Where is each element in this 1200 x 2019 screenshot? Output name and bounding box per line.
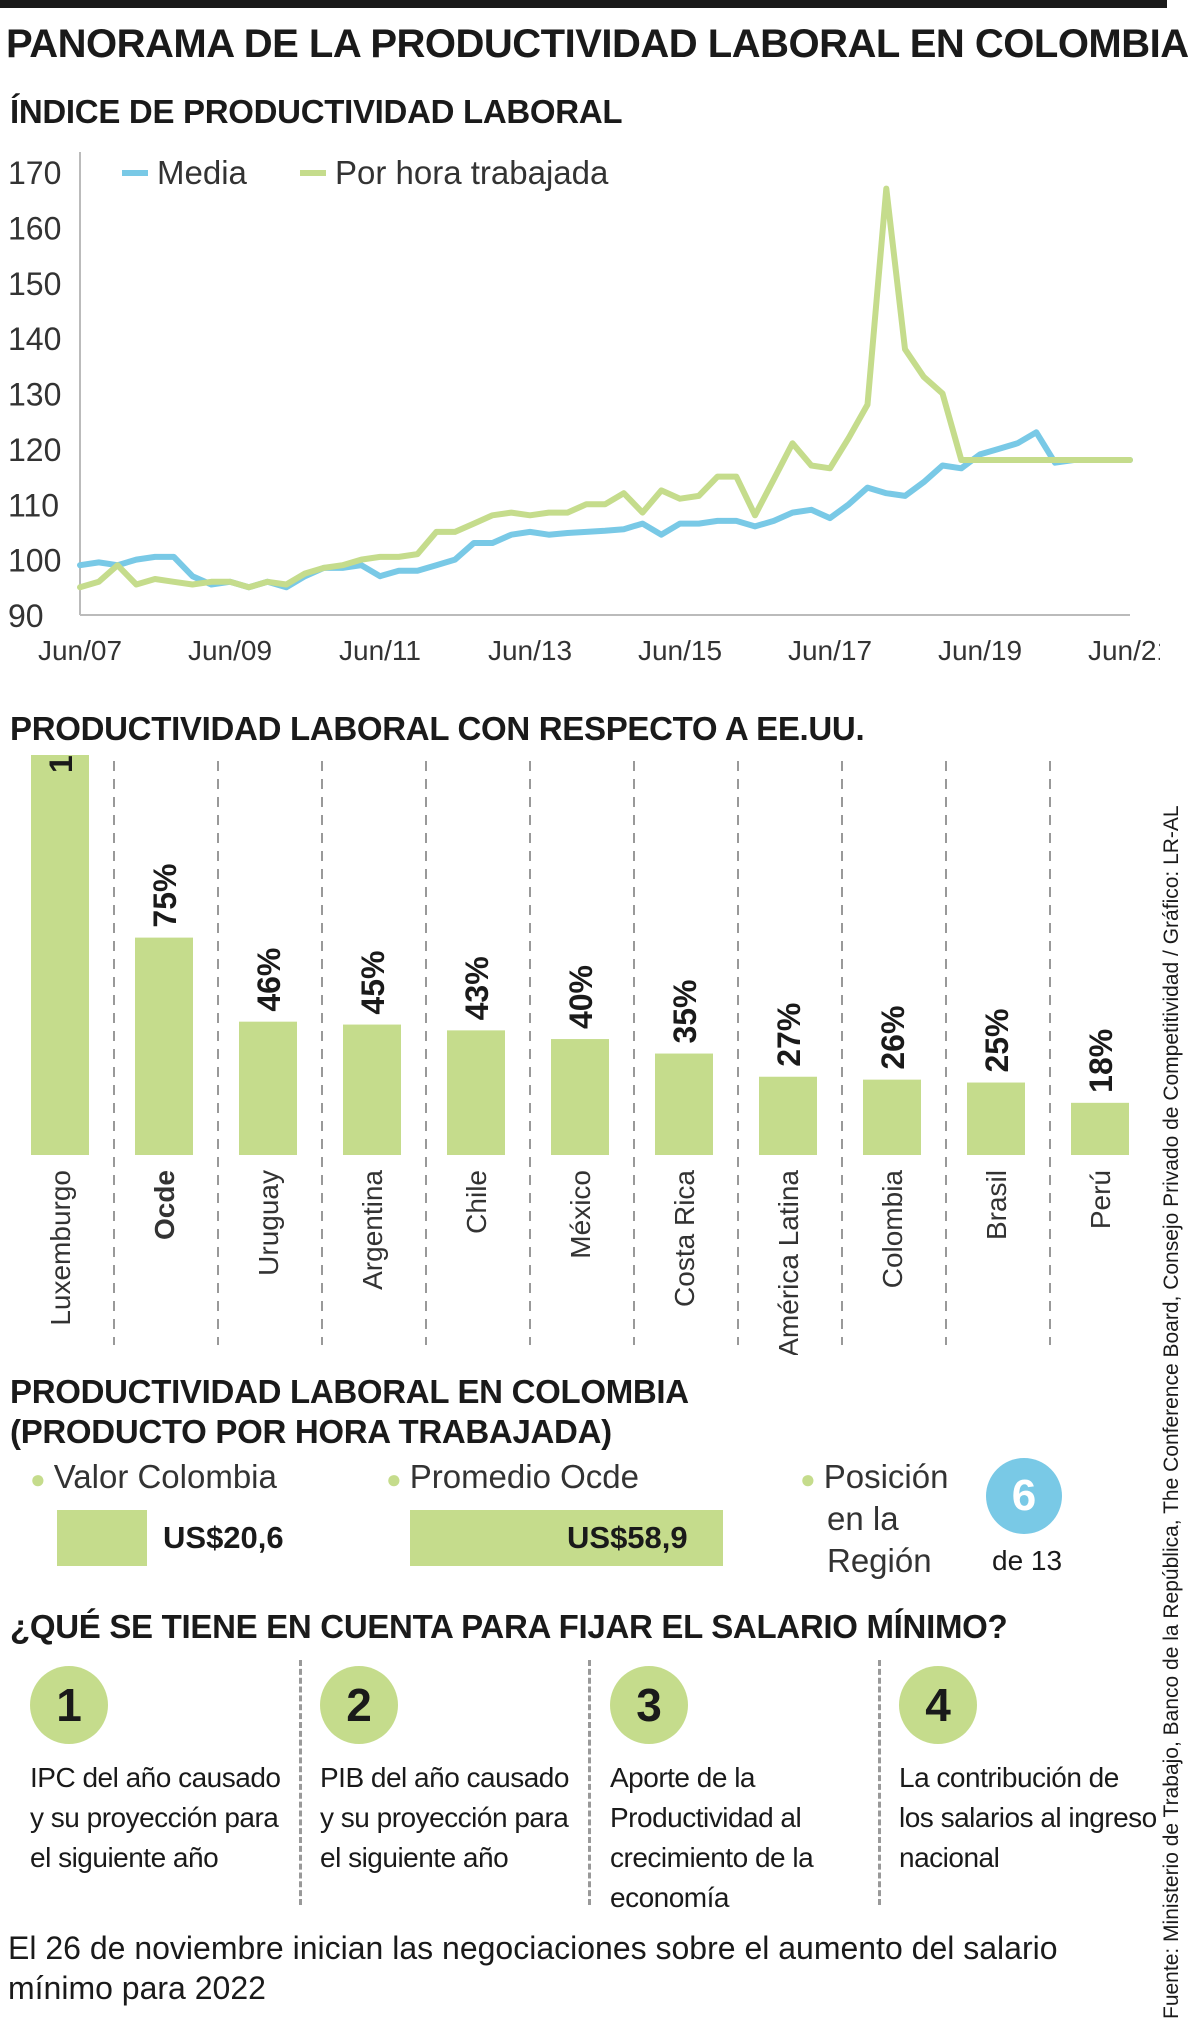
bar-category-label: Colombia [877, 1170, 908, 1289]
bar-category-label: Brasil [981, 1170, 1012, 1240]
factor-4-number: 4 [899, 1666, 977, 1744]
bar-value-label: 40% [563, 965, 599, 1029]
valor-colombia-bar [57, 1510, 147, 1566]
x-tick-label: Jun/19 [938, 635, 1022, 666]
factor-4-text: La contribución de los salarios al ingre… [899, 1762, 1157, 1873]
x-tick-label: Jun/09 [188, 635, 272, 666]
bar-value-label: 26% [875, 1006, 911, 1070]
bar-chart-title: PRODUCTIVIDAD LABORAL CON RESPECTO A EE.… [10, 710, 865, 747]
bar-category-label: Perú [1085, 1170, 1116, 1229]
bar-value-label: 27% [771, 1003, 807, 1067]
bar-category-label: Chile [461, 1170, 492, 1234]
promedio-ocde-bar [410, 1510, 723, 1566]
productivity-vs-usa-bar-chart: 138% 75% 46% 45% 43% 40% 35% 27% 26% 25% 18% Luxem… [31, 755, 1129, 1355]
bar-chile [447, 1030, 505, 1155]
bar-category-label: Argentina [357, 1170, 388, 1290]
bar-value-label: 46% [251, 948, 287, 1012]
x-tick-label: Jun/17 [788, 635, 872, 666]
y-tick-label: 130 [8, 377, 61, 413]
x-tick-label: Jun/11 [339, 635, 421, 666]
position-badge: 6 [986, 1458, 1062, 1534]
series-line-por-hora-trabajada [77, 185, 1133, 591]
x-tick-label: Jun/21 [1088, 635, 1160, 666]
page-title: PANORAMA DE LA PRODUCTIVIDAD LABORAL EN … [6, 22, 1189, 66]
factor-1-number: 1 [30, 1666, 108, 1744]
y-tick-label: 170 [8, 155, 61, 191]
legend-por-hora-label: Por hora trabajada [335, 154, 609, 191]
bar-category-label: América Latina [773, 1170, 804, 1355]
promedio-ocde-legend: ● Promedio Ocde [386, 1458, 639, 1496]
bar-value-label: 138% [43, 755, 79, 773]
promedio-ocde-label: Promedio Ocde [409, 1458, 639, 1495]
source-credit: Fuente: Ministerio de Trabajo, Banco de … [1160, 805, 1183, 2019]
series-line-media [77, 429, 1133, 591]
factor-separator [299, 1660, 302, 1905]
factor-3-text: Aporte de la Productividad al crecimient… [610, 1762, 814, 1913]
position-total: de 13 [992, 1545, 1063, 1576]
posicion-region-legend: ● Posición [800, 1458, 948, 1496]
posicion-label-line3: Región [827, 1542, 932, 1579]
footer-note: El 26 de noviembre inician las negociaci… [8, 1930, 1058, 2006]
bar-brasil [967, 1082, 1025, 1155]
bar-costa-rica [655, 1053, 713, 1155]
posicion-label-line1: Posición [823, 1458, 949, 1495]
bar-value-label: 75% [147, 864, 183, 928]
x-tick-label: Jun/13 [488, 635, 572, 666]
x-tick-label: Jun/15 [638, 635, 722, 666]
bar-méxico [551, 1039, 609, 1155]
promedio-ocde-dot-icon: ● [386, 1463, 402, 1494]
factor-2-number: 2 [320, 1666, 398, 1744]
colombia-section-title: PRODUCTIVIDAD LABORAL EN COLOMBIA (PRODU… [10, 1372, 689, 1452]
colombia-title-line1: PRODUCTIVIDAD LABORAL EN COLOMBIA [10, 1373, 689, 1410]
bar-colombia [863, 1079, 921, 1155]
x-tick-label: Jun/07 [38, 635, 122, 666]
line-chart-title: ÍNDICE DE PRODUCTIVIDAD LABORAL [10, 93, 623, 130]
y-tick-label: 150 [8, 266, 61, 302]
bar-perú [1071, 1102, 1129, 1155]
bar-luxemburgo [31, 755, 89, 1155]
factor-3-number: 3 [610, 1666, 688, 1744]
bar-value-label: 25% [979, 1008, 1015, 1072]
bar-category-label: Costa Rica [669, 1170, 700, 1307]
y-tick-label: 160 [8, 210, 61, 246]
bar-uruguay [239, 1021, 297, 1155]
posicion-dot-icon: ● [800, 1463, 816, 1494]
factor-separator [878, 1660, 881, 1905]
colombia-title-line2: (PRODUCTO POR HORA TRABAJADA) [10, 1413, 612, 1450]
valor-colombia-legend: ● Valor Colombia [30, 1458, 277, 1496]
bar-category-label: México [565, 1170, 596, 1259]
bar-category-label: Ocde [149, 1170, 180, 1240]
salario-section-title: ¿QUÉ SE TIENE EN CUENTA PARA FIJAR EL SA… [10, 1608, 1008, 1645]
bar-category-label: Uruguay [253, 1170, 284, 1276]
y-tick-label: 100 [8, 543, 61, 579]
legend-media-label: Media [157, 154, 248, 191]
bar-ocde [135, 937, 193, 1155]
productivity-index-line-chart: 170 160 150 140 130 120 110 100 90 Jun/07 Jun/09 J… [8, 152, 1160, 666]
bar-value-label: 35% [667, 980, 703, 1044]
posicion-label-line2: en la [827, 1500, 899, 1537]
factor-2-text: PIB del año causado y su proyección para… [320, 1762, 569, 1873]
valor-colombia-dot-icon: ● [30, 1463, 46, 1494]
bar-category-label: Luxemburgo [45, 1170, 76, 1326]
bar-value-label: 18% [1083, 1029, 1119, 1093]
factor-1-text: IPC del año causado y su proyección para… [30, 1762, 281, 1873]
valor-colombia-label: Valor Colombia [53, 1458, 277, 1495]
y-tick-label: 120 [8, 432, 61, 468]
promedio-ocde-value: US$58,9 [567, 1520, 688, 1555]
bar-value-label: 45% [355, 951, 391, 1015]
bar-argentina [343, 1024, 401, 1155]
y-tick-label: 140 [8, 321, 61, 357]
bar-value-label: 43% [459, 956, 495, 1020]
top-rule [0, 0, 1167, 8]
y-tick-label: 110 [8, 487, 59, 523]
valor-colombia-value: US$20,6 [163, 1520, 284, 1555]
y-tick-label: 90 [8, 598, 44, 634]
bar-américa-latina [759, 1076, 817, 1155]
factor-separator [588, 1660, 591, 1905]
